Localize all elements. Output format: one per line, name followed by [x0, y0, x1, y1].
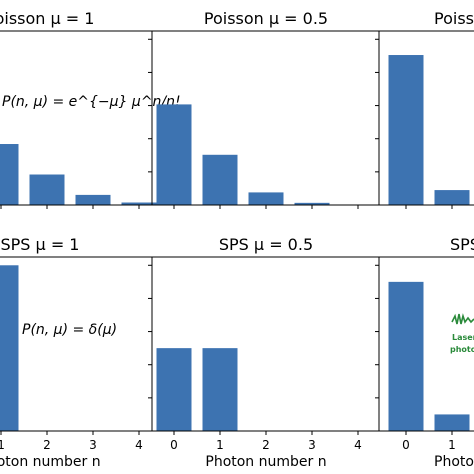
x-tick-label: 4 — [354, 438, 362, 452]
panel-title: Poisson μ = 0.5 — [204, 9, 328, 28]
x-tick-label: 2 — [262, 438, 270, 452]
bar — [0, 144, 19, 205]
panel-title: SPS μ = 0.5 — [219, 235, 313, 254]
bar — [156, 104, 192, 205]
bar — [434, 414, 470, 431]
axes-frame — [378, 30, 474, 206]
x-tick-label: 4 — [135, 438, 143, 452]
logo-text-line1: Laser — [452, 333, 474, 342]
axes-frame — [0, 30, 153, 206]
chart-panel — [0, 30, 157, 209]
x-tick-label: 1 — [448, 438, 456, 452]
laser-logo: Laser photo — [450, 313, 474, 354]
bar — [0, 265, 19, 431]
panel-title: SPS — [450, 235, 474, 254]
bar — [156, 348, 192, 431]
logo-text-line2: photo — [450, 345, 474, 354]
panel-title: Poisson μ = 1 — [0, 9, 94, 28]
bar — [434, 190, 470, 205]
bar — [388, 55, 424, 206]
axes-frame — [378, 256, 474, 432]
x-tick-label: 2 — [43, 438, 51, 452]
axes-frame — [0, 256, 153, 432]
bar — [75, 194, 111, 205]
bar — [202, 154, 238, 205]
bar — [202, 348, 238, 431]
chart-panel — [148, 30, 380, 209]
bar — [29, 174, 65, 205]
x-tick-label: 0 — [170, 438, 178, 452]
bar — [121, 202, 157, 205]
bar — [294, 202, 330, 205]
chart-panel: 0 1 2 3 4 — [148, 256, 380, 452]
x-tick-label: 3 — [89, 438, 97, 452]
formula-annotation: P(n, μ) = e^{−μ} μ^n/n! — [2, 94, 181, 110]
x-tick-label: 0 — [402, 438, 410, 452]
wave-icon — [451, 313, 474, 325]
x-tick-label: 3 — [308, 438, 316, 452]
x-tick-label: 1 — [216, 438, 224, 452]
panel-title: Poisson — [434, 9, 474, 28]
x-axis-label: Photo — [434, 454, 474, 470]
bar — [248, 192, 284, 205]
x-axis-label: Photon number n — [0, 454, 101, 470]
panel-title: SPS μ = 1 — [1, 235, 80, 254]
chart-panel: 1 2 3 4 — [0, 256, 153, 452]
formula-annotation: P(n, μ) = δ(μ) — [22, 322, 117, 338]
x-axis-label: Photon number n — [205, 454, 326, 470]
x-tick-label: 1 — [0, 438, 5, 452]
chart-panel — [375, 30, 474, 209]
bar — [388, 281, 424, 431]
